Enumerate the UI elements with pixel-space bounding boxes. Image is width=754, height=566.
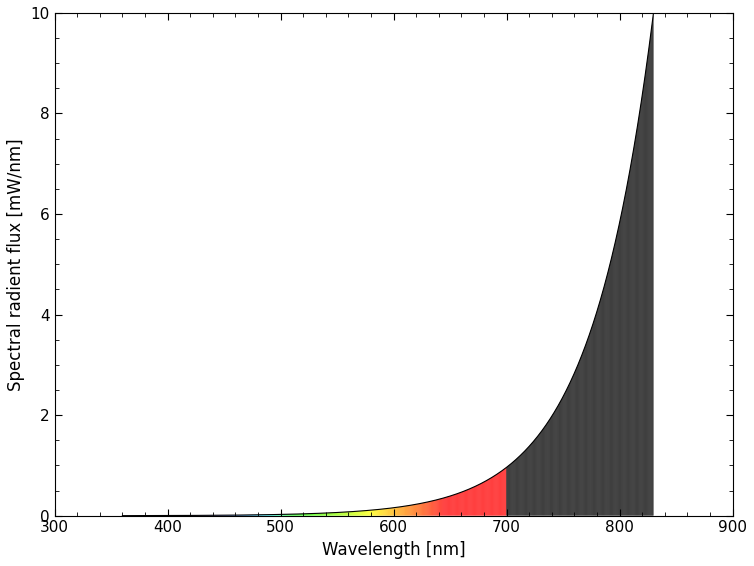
X-axis label: Wavelength [nm]: Wavelength [nm] [322,541,465,559]
Y-axis label: Spectral radient flux [mW/nm]: Spectral radient flux [mW/nm] [7,138,25,391]
